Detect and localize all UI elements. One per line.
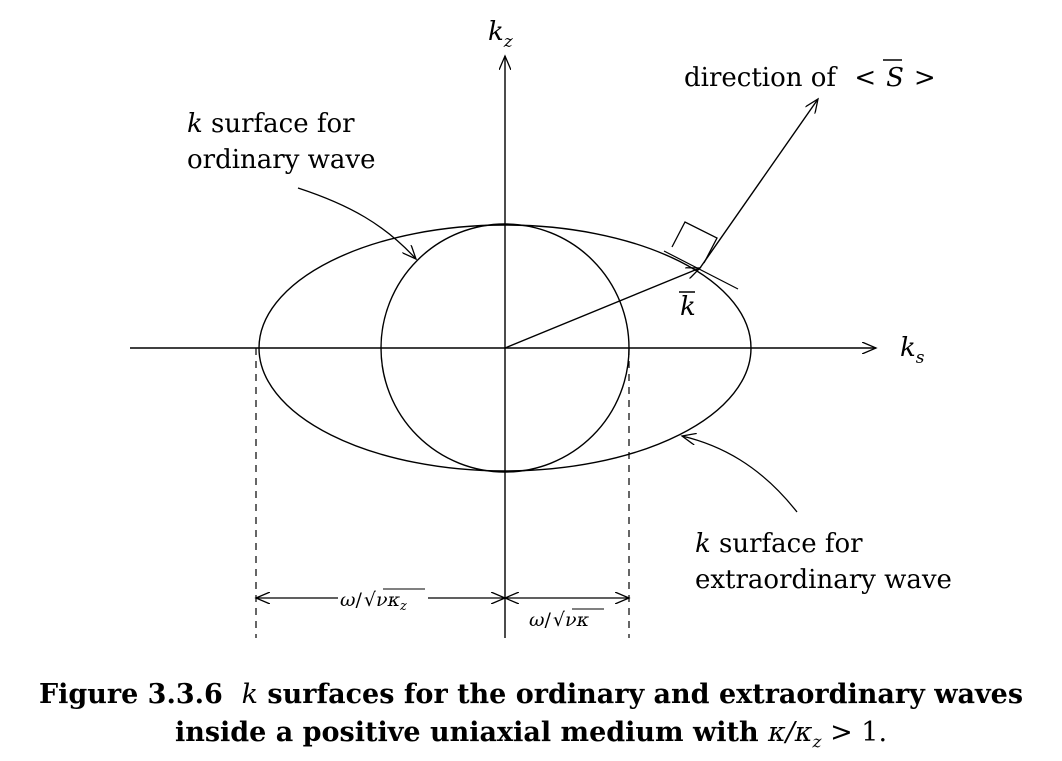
dimension-label-ordinary: ω/√νκ — [529, 609, 590, 631]
caption-text1: surfaces for the ordinary and extraordin… — [258, 679, 1024, 710]
caption-line1: Figure 3.3.6 k surfaces for the ordinary… — [0, 676, 1062, 714]
extraordinary-k-surface — [258, 224, 752, 472]
k-vector-arrow — [504, 268, 700, 349]
caption-figure-number: Figure 3.3.6 — [38, 679, 223, 710]
ordinary-label-line1: k surface for — [187, 109, 355, 139]
caption-math: κ/κ — [768, 717, 813, 748]
caption-var: k — [241, 679, 259, 710]
poynting-direction-arrow — [699, 99, 818, 269]
right-angle-marker — [671, 221, 718, 264]
figure-caption: Figure 3.3.6 k surfaces for the ordinary… — [0, 676, 1062, 761]
caption-math-tail: > 1. — [821, 717, 888, 748]
dimension-label-bg-left — [338, 588, 428, 610]
extraordinary-label-line1: k surface for — [695, 529, 863, 559]
ordinary-callout-arrow — [297, 187, 416, 259]
caption-line2: inside a positive uniaxial medium with κ… — [0, 714, 1062, 761]
k-surface-diagram: kz ks direction of < S > k k surface for o… — [130, 17, 952, 638]
extraordinary-callout-arrow — [682, 436, 798, 513]
tangent-line — [663, 250, 739, 290]
k-vector-label: k — [680, 292, 696, 322]
kz-axis-label: kz — [488, 17, 514, 52]
ordinary-label-line2: ordinary wave — [187, 145, 376, 175]
dimension-label-extraordinary: ω/√νκz — [340, 589, 407, 614]
extraordinary-label-line2: extraordinary wave — [695, 565, 952, 595]
caption-math-sub: z — [812, 732, 822, 753]
ks-axis-label: ks — [900, 333, 925, 368]
caption-text2: inside a positive uniaxial medium with — [174, 717, 768, 748]
poynting-label: direction of < S > — [684, 63, 936, 93]
